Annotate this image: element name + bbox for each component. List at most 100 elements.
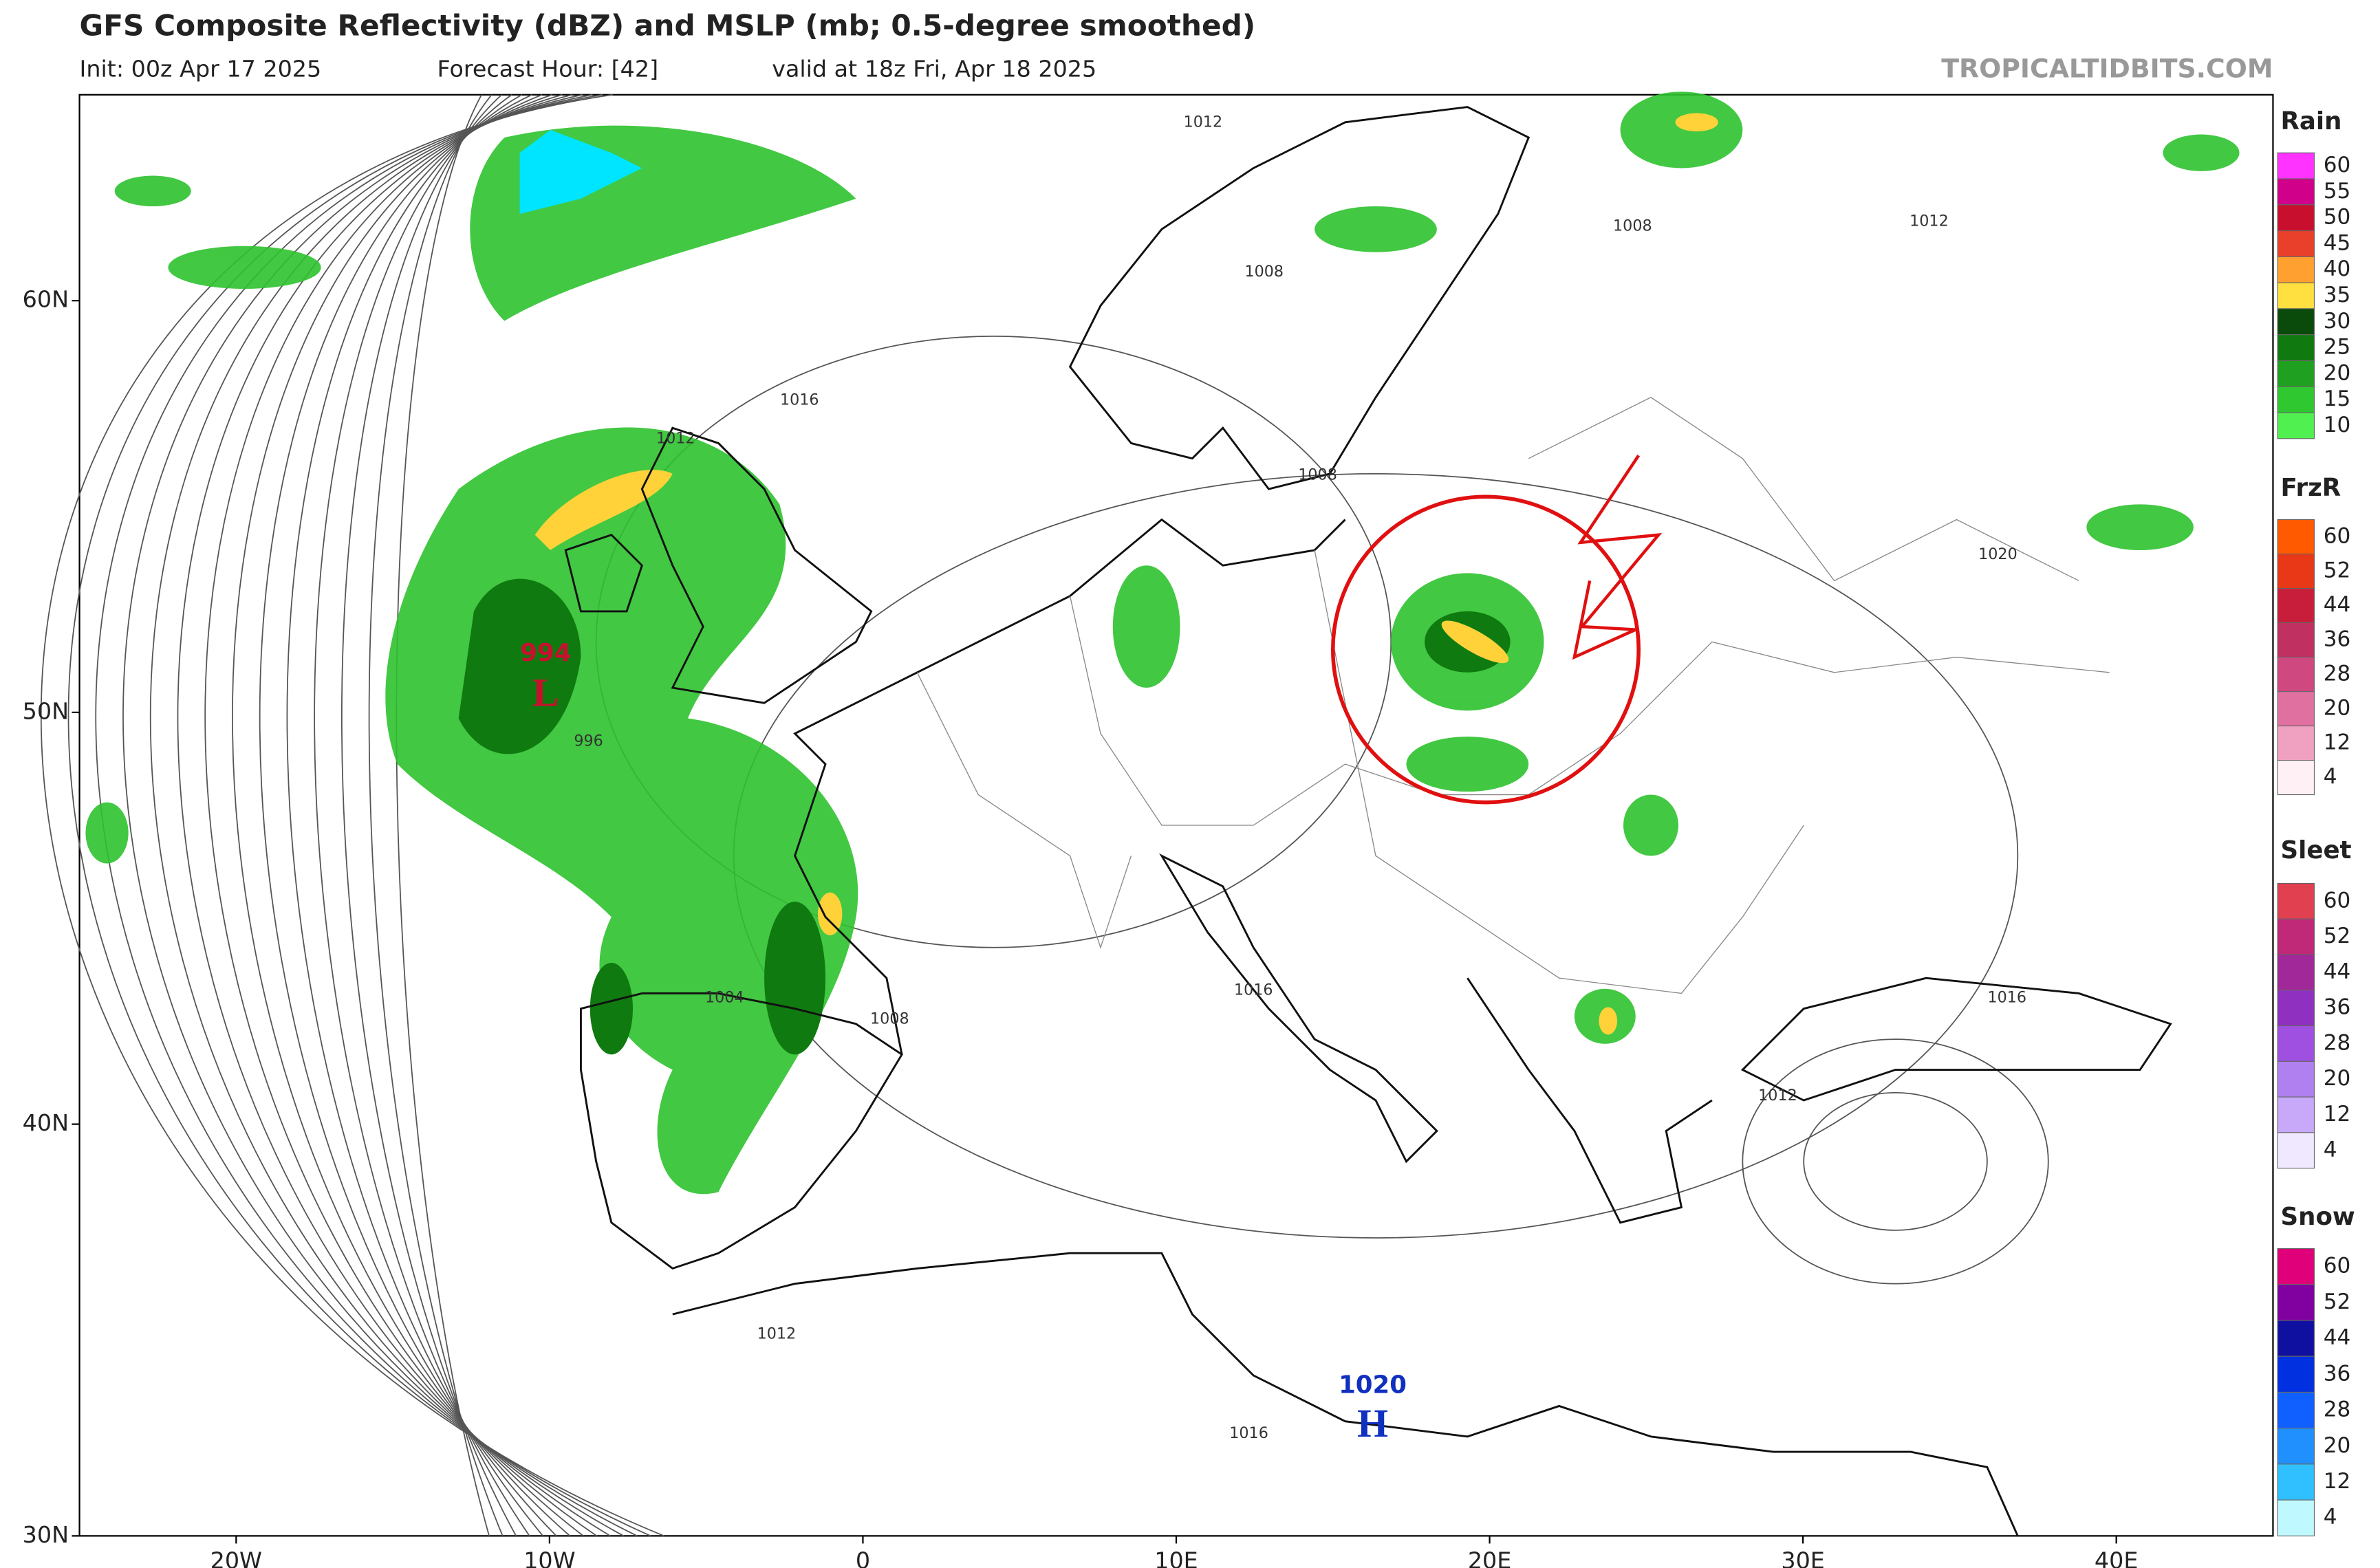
isobar-label: 1008	[1298, 466, 1337, 484]
isobar-label: 1008	[1245, 263, 1284, 281]
isobar	[1803, 1092, 1988, 1231]
legend-swatch	[2277, 1428, 2315, 1465]
legend-title: Rain	[2281, 107, 2342, 135]
isobar-label: 1004	[705, 989, 744, 1007]
legend-label: 30	[2324, 309, 2351, 334]
annotation-arrow	[1572, 454, 1663, 660]
legend-swatch	[2277, 1355, 2315, 1393]
legend-swatch	[2277, 882, 2315, 919]
legend-label: 4	[2324, 765, 2337, 790]
legend-label: 44	[2324, 959, 2351, 984]
isobar	[286, 94, 544, 1536]
legend-label: 20	[2324, 696, 2351, 721]
legend-label: 45	[2324, 230, 2351, 255]
forecast-hour: Forecast Hour: [42]	[437, 56, 659, 83]
legend-swatch	[2277, 178, 2315, 206]
legend-swatch	[2277, 360, 2315, 387]
lon-tick-label: 10W	[523, 1547, 575, 1568]
isobar	[314, 94, 530, 1536]
lon-tick-label: 10E	[1154, 1547, 1198, 1568]
precip-intense	[534, 113, 1718, 1035]
isobar-label: 1016	[1988, 989, 2027, 1007]
isobar	[122, 94, 625, 1537]
isobar	[95, 94, 638, 1537]
lon-tick-label: 30E	[1781, 1547, 1824, 1568]
legend-label: 36	[2324, 1361, 2351, 1386]
lat-tick-label: 60N	[23, 286, 69, 313]
legend-label: 60	[2324, 888, 2351, 913]
isobar	[259, 94, 557, 1536]
isobar	[149, 94, 611, 1537]
legend-label: 10	[2324, 413, 2351, 437]
legend-label: 20	[2324, 1066, 2351, 1091]
legend-swatch	[2277, 1248, 2315, 1285]
legend-label: 35	[2324, 283, 2351, 307]
isobar	[67, 94, 651, 1537]
isobar-label: 1008	[1613, 217, 1652, 235]
map: 1012 1008 1016 1012 1008 1020 1008 1012 …	[40, 91, 2274, 1537]
legend-swatch	[2277, 1463, 2315, 1501]
isobar-labels: 1012 1008 1016 1012 1008 1020 1008 1012 …	[574, 113, 2026, 1442]
legend-label: 55	[2324, 179, 2351, 204]
highlight-circle	[1331, 494, 1641, 805]
legend-swatch	[2277, 554, 2315, 589]
isobar	[232, 94, 571, 1537]
legend-label: 20	[2324, 360, 2351, 385]
isobar-label: 996	[574, 732, 603, 750]
legend-label: 60	[2324, 153, 2351, 177]
legend-swatch	[2277, 386, 2315, 413]
lon-tick-label: 20E	[1468, 1547, 1511, 1568]
legend-swatch	[2277, 1060, 2315, 1098]
low-pressure: 994	[520, 639, 571, 667]
isobar	[177, 94, 598, 1537]
site: TROPICALTIDBITS.COM	[1941, 54, 2273, 84]
legend-label: 28	[2324, 662, 2351, 686]
legend-swatch	[2277, 519, 2315, 555]
legend-swatch	[2277, 657, 2315, 693]
legend-swatch	[2277, 691, 2315, 727]
legend-label: 12	[2324, 1102, 2351, 1126]
legend-label: 25	[2324, 335, 2351, 360]
legend-title: FrzR	[2281, 474, 2341, 502]
legend-label: 52	[2324, 924, 2351, 948]
lon-tick-label: 0	[856, 1547, 870, 1568]
legend-swatch	[2277, 412, 2315, 439]
init: Init: 00z Apr 17 2025	[80, 56, 322, 83]
legend-swatch	[2277, 204, 2315, 232]
isobars	[40, 94, 2049, 1537]
legend-label: 12	[2324, 1469, 2351, 1494]
legend-title: Sleet	[2281, 836, 2352, 864]
legend-label: 28	[2324, 1030, 2351, 1055]
high-label: H	[1357, 1402, 1388, 1446]
legend-swatch	[2277, 990, 2315, 1027]
title: GFS Composite Reflectivity (dBZ) and MSL…	[80, 9, 1256, 43]
isobar-label: 1012	[1758, 1087, 1797, 1104]
legend-swatch	[2277, 256, 2315, 283]
legend-label: 44	[2324, 1325, 2351, 1350]
valid-time: valid at 18z Fri, Apr 18 2025	[772, 56, 1096, 83]
legend-label: 52	[2324, 558, 2351, 583]
legend-swatch	[2277, 308, 2315, 336]
legend-swatch	[2277, 1284, 2315, 1321]
legend-title: Snow	[2281, 1203, 2355, 1231]
isobar-label: 1012	[656, 429, 695, 447]
isobar	[1742, 1038, 2049, 1285]
legend-label: 36	[2324, 995, 2351, 1020]
legend-swatch	[2277, 622, 2315, 658]
legend-swatch	[2277, 1132, 2315, 1169]
legend-swatch	[2277, 588, 2315, 624]
legend-swatch	[2277, 1391, 2315, 1429]
legend-swatch	[2277, 1025, 2315, 1062]
legend-label: 60	[2324, 1254, 2351, 1278]
map-frame	[78, 94, 2274, 1537]
lat-tick-label: 30N	[23, 1521, 69, 1548]
legend-swatch	[2277, 334, 2315, 361]
legend-label: 50	[2324, 205, 2351, 230]
lat-tick-label: 40N	[23, 1109, 69, 1136]
isobar	[40, 94, 664, 1537]
legend-label: 28	[2324, 1397, 2351, 1422]
legend-swatch	[2277, 954, 2315, 991]
legend-swatch	[2277, 1320, 2315, 1357]
axis-ticks: 60N 50N 40N 30N 20W 10W 0 10E 20E 30E 40E	[23, 286, 2139, 1568]
